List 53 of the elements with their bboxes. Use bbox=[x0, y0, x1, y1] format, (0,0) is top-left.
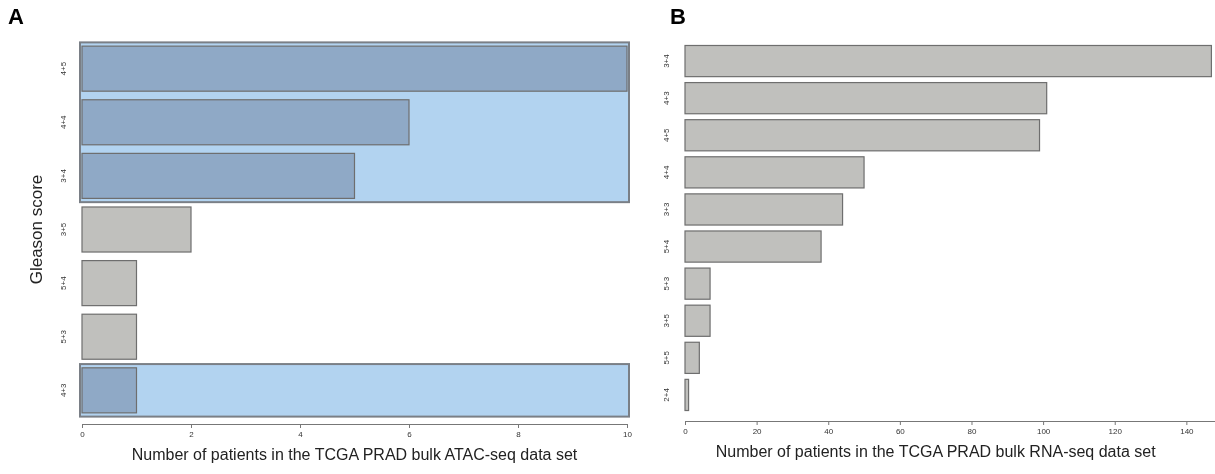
x-tick-label: 20 bbox=[752, 426, 763, 436]
y-tick-label: 3+3 bbox=[662, 202, 671, 217]
bar bbox=[684, 304, 711, 337]
bar bbox=[81, 367, 138, 414]
chart-title: B bbox=[670, 4, 686, 29]
bar bbox=[684, 267, 711, 300]
bar bbox=[81, 206, 192, 253]
bar bbox=[81, 260, 138, 307]
x-tick-label: 2 bbox=[189, 429, 195, 439]
y-tick-label: 4+3 bbox=[662, 90, 671, 105]
y-tick-label: 3+4 bbox=[59, 168, 68, 183]
y-tick-label: 3+4 bbox=[662, 53, 671, 68]
bar bbox=[684, 230, 822, 263]
y-tick-label: 3+5 bbox=[662, 313, 671, 328]
bar bbox=[81, 99, 410, 146]
bar bbox=[684, 378, 690, 412]
bar bbox=[684, 193, 844, 226]
y-tick-label: 5+5 bbox=[662, 350, 671, 365]
bar bbox=[684, 341, 700, 375]
y-tick-label: 4+3 bbox=[59, 383, 68, 398]
y-tick-label: 4+5 bbox=[59, 61, 68, 76]
x-tick-label: 60 bbox=[895, 426, 906, 436]
x-tick-label: 140 bbox=[1180, 426, 1195, 436]
x-axis-title: Number of patients in the TCGA PRAD bulk RNA-seq data set bbox=[715, 443, 1157, 460]
bar bbox=[81, 45, 628, 92]
x-tick-label: 8 bbox=[516, 429, 522, 439]
bar bbox=[81, 152, 356, 199]
bar bbox=[684, 44, 1213, 78]
y-axis-title: Gleason score bbox=[27, 174, 46, 285]
chart-title: A bbox=[8, 4, 24, 29]
y-tick-label: 5+3 bbox=[59, 329, 68, 344]
bar bbox=[81, 313, 138, 360]
bar bbox=[684, 81, 1048, 115]
x-tick-label: 80 bbox=[967, 426, 977, 436]
x-tick-label: 0 bbox=[683, 426, 689, 436]
x-tick-label: 40 bbox=[824, 426, 834, 436]
x-tick-label: 6 bbox=[407, 429, 413, 439]
y-tick-label: 4+4 bbox=[662, 165, 671, 180]
x-tick-label: 0 bbox=[80, 429, 86, 439]
x-tick-label: 120 bbox=[1108, 426, 1123, 436]
y-tick-label: 4+4 bbox=[59, 114, 68, 130]
x-tick-label: 4 bbox=[298, 429, 304, 439]
x-tick-label: 10 bbox=[623, 429, 633, 439]
y-tick-label: 2+4 bbox=[662, 387, 671, 402]
bar bbox=[684, 119, 1041, 152]
bar bbox=[684, 156, 865, 189]
x-axis-title: Number of patients in the TCGA PRAD bulk ATAC-seq data set bbox=[131, 446, 578, 463]
x-tick-label: 100 bbox=[1036, 426, 1051, 436]
y-tick-label: 5+4 bbox=[59, 275, 68, 290]
y-tick-label: 5+4 bbox=[662, 239, 671, 254]
y-tick-label: 3+5 bbox=[59, 222, 68, 237]
y-tick-label: 4+5 bbox=[662, 127, 671, 143]
y-tick-label: 5+3 bbox=[662, 276, 671, 291]
